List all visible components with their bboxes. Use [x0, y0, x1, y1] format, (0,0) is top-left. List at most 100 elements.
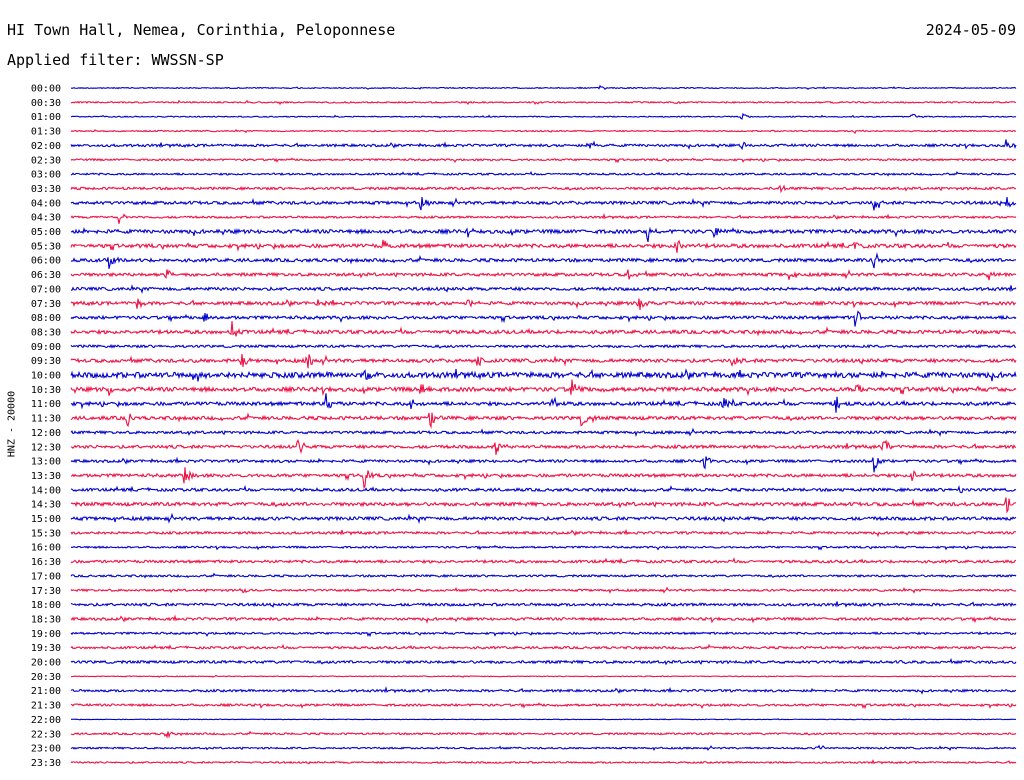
seismic-trace-1330: [70, 467, 1017, 490]
seismic-trace-0230: [70, 157, 1017, 164]
seismic-trace-0400: [70, 196, 1017, 211]
row-time-label: 21:00: [31, 686, 61, 697]
seismic-trace-1300: [70, 456, 1017, 473]
row-time-label: 07:00: [31, 284, 61, 295]
seismic-trace-0900: [70, 343, 1017, 350]
row-time-label: 19:30: [31, 643, 61, 654]
row-time-label: 22:30: [31, 729, 61, 740]
row-time-label: 01:00: [31, 112, 61, 123]
row-time-label: 16:00: [31, 543, 61, 554]
seismic-trace-1530: [70, 528, 1017, 538]
seismic-trace-0930: [70, 353, 1017, 369]
seismic-trace-0730: [70, 298, 1016, 310]
row-time-label: 21:30: [31, 701, 61, 712]
row-time-label: 05:00: [31, 227, 61, 238]
row-time-label: 13:00: [31, 457, 61, 468]
seismic-trace-1630: [70, 557, 1017, 565]
seismic-trace-1400: [70, 484, 1017, 494]
seismic-trace-0430: [70, 212, 1017, 224]
seismic-trace-2330: [70, 759, 1017, 765]
row-time-label: 17:30: [31, 586, 61, 597]
row-time-label: 02:00: [31, 141, 61, 152]
row-time-label: 17:00: [31, 571, 61, 582]
row-time-label: 10:30: [31, 385, 61, 396]
seismic-trace-2300: [70, 744, 1017, 752]
seismic-trace-1130: [70, 412, 1017, 429]
seismic-trace-0530: [70, 239, 1017, 253]
row-time-label: 11:00: [31, 399, 61, 410]
seismic-trace-1800: [70, 601, 1017, 608]
row-time-label: 07:30: [31, 299, 61, 310]
row-time-label: 22:00: [31, 715, 61, 726]
seismic-trace-1000: [70, 368, 1017, 382]
row-time-label: 16:30: [31, 557, 61, 568]
row-time-label: 20:30: [31, 672, 61, 683]
row-time-label: 06:30: [31, 270, 61, 281]
row-time-label: 12:00: [31, 428, 61, 439]
seismic-trace-2200: [70, 718, 1017, 721]
seismic-trace-1830: [70, 614, 1017, 624]
seismic-trace-1930: [70, 643, 1017, 651]
seismic-trace-1100: [70, 393, 1017, 413]
station-title: HI Town Hall, Nemea, Corinthia, Peloponn…: [7, 21, 396, 39]
row-time-label: 15:00: [31, 514, 61, 525]
row-time-label: 04:30: [31, 213, 61, 224]
seismic-trace-0600: [70, 252, 1017, 269]
row-time-label: 05:30: [31, 241, 61, 252]
row-time-label: 03:00: [31, 170, 61, 181]
row-time-label: 00:30: [31, 98, 61, 109]
seismic-trace-0630: [70, 269, 1017, 281]
row-time-label: 10:00: [31, 371, 61, 382]
row-time-label: 01:30: [31, 127, 61, 138]
seismic-trace-0000: [70, 84, 1017, 90]
row-time-label: 06:00: [31, 256, 61, 267]
row-time-label: 00:00: [31, 84, 61, 95]
date-label: 2024-05-09: [925, 21, 1016, 39]
seismic-trace-0100: [70, 112, 1017, 120]
row-time-label: 14:00: [31, 485, 61, 496]
seismic-trace-1030: [70, 379, 1017, 397]
row-time-label: 18:30: [31, 614, 61, 625]
row-time-label: 13:30: [31, 471, 61, 482]
seismic-trace-2100: [70, 686, 1017, 695]
seismic-trace-1700: [70, 572, 1017, 579]
row-time-label: 15:30: [31, 528, 61, 539]
row-time-label: 09:30: [31, 356, 61, 367]
seismic-trace-1200: [70, 427, 1017, 438]
row-time-label: 14:30: [31, 500, 61, 511]
seismic-trace-0330: [70, 184, 1017, 194]
seismic-trace-0500: [70, 226, 1017, 243]
seismic-trace-1430: [70, 497, 1017, 514]
row-time-label: 08:00: [31, 313, 61, 324]
row-time-label: 12:30: [31, 442, 61, 453]
seismic-trace-1730: [70, 586, 1017, 594]
seismic-trace-0830: [70, 321, 1017, 337]
row-time-label: 23:00: [31, 744, 61, 755]
seismic-trace-0300: [70, 170, 1017, 177]
seismic-trace-2130: [70, 702, 1017, 710]
row-time-label: 18:00: [31, 600, 61, 611]
seismic-trace-0200: [70, 139, 1017, 151]
seismic-trace-0030: [70, 99, 1017, 106]
row-time-label: 08:30: [31, 327, 61, 338]
seismic-trace-1600: [70, 544, 1017, 551]
row-time-label: 11:30: [31, 414, 61, 425]
seismic-trace-2030: [70, 674, 1017, 678]
seismic-trace-1900: [70, 631, 1017, 638]
seismic-trace-2230: [70, 730, 1017, 739]
seismic-trace-1230: [70, 439, 1017, 455]
filter-label: Applied filter: WWSSN-SP: [7, 51, 224, 69]
row-time-label: 20:00: [31, 658, 61, 669]
seismic-trace-0700: [70, 284, 1017, 295]
seismic-trace-0800: [70, 310, 1017, 327]
row-time-label: 23:30: [31, 758, 61, 769]
row-time-label: 19:00: [31, 629, 61, 640]
seismic-trace-1500: [70, 512, 1017, 525]
seismic-trace-0130: [70, 128, 1017, 135]
row-time-label: 02:30: [31, 155, 61, 166]
seismic-trace-2000: [70, 657, 1017, 666]
row-time-label: 04:00: [31, 198, 61, 209]
row-time-label: 03:30: [31, 184, 61, 195]
row-time-label: 09:00: [31, 342, 61, 353]
